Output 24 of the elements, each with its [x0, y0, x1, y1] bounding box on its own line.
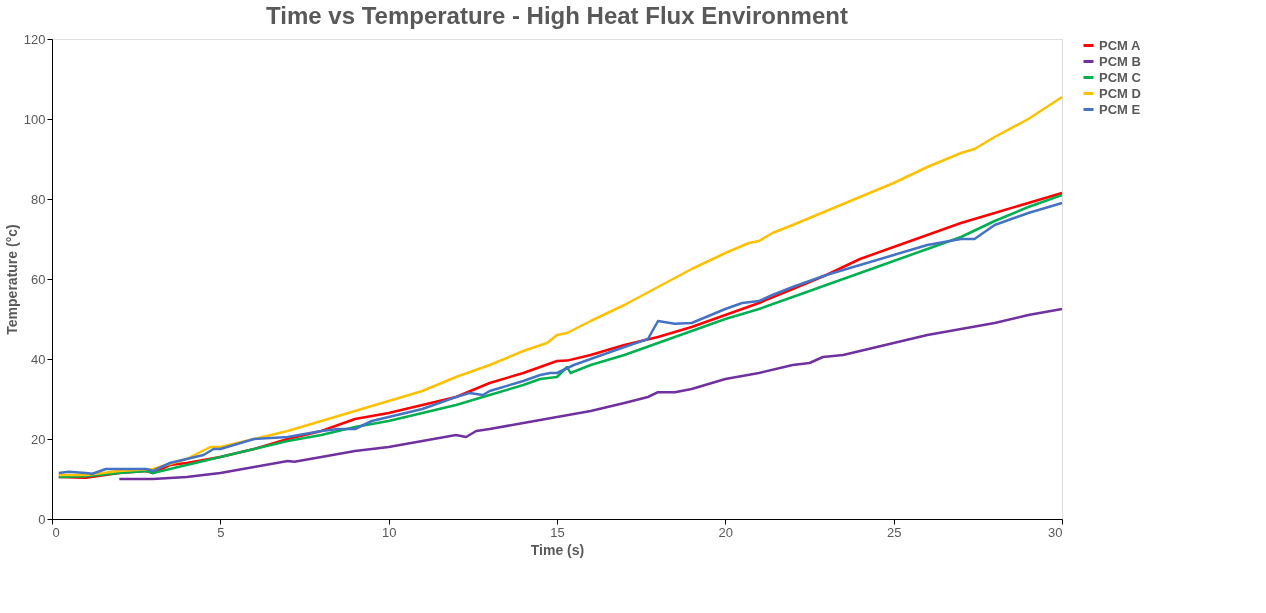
x-tick-label: 30: [1048, 524, 1063, 540]
line-series: [57, 95, 1064, 477]
x-tick-label: 0: [52, 524, 60, 540]
y-tick-label: 120: [23, 31, 46, 47]
chart-title: Time vs Temperature - High Heat Flux Environment: [266, 2, 848, 29]
y-tick-label: 40: [31, 351, 46, 367]
x-tick-label: 10: [381, 524, 397, 540]
x-tick-label: 5: [217, 524, 225, 540]
line-series: [118, 307, 1064, 481]
legend-label: PCM C: [1099, 69, 1142, 85]
x-tick-label: 25: [886, 524, 902, 540]
legend-label: PCM E: [1099, 101, 1141, 117]
y-axis-title: Temperature (°c): [3, 224, 20, 335]
legend-label: PCM B: [1099, 53, 1141, 69]
legend-label: PCM A: [1099, 37, 1142, 53]
y-tick-label: 60: [31, 271, 46, 287]
x-axis-title: Time (s): [530, 541, 585, 558]
legend-label: PCM D: [1099, 85, 1141, 101]
y-tick-label: 80: [31, 191, 46, 207]
y-tick-label: 0: [38, 511, 46, 527]
y-tick-label: 100: [23, 111, 46, 127]
y-tick-label: 20: [31, 431, 46, 447]
x-tick-label: 20: [718, 524, 734, 540]
x-tick-label: 15: [550, 524, 565, 540]
